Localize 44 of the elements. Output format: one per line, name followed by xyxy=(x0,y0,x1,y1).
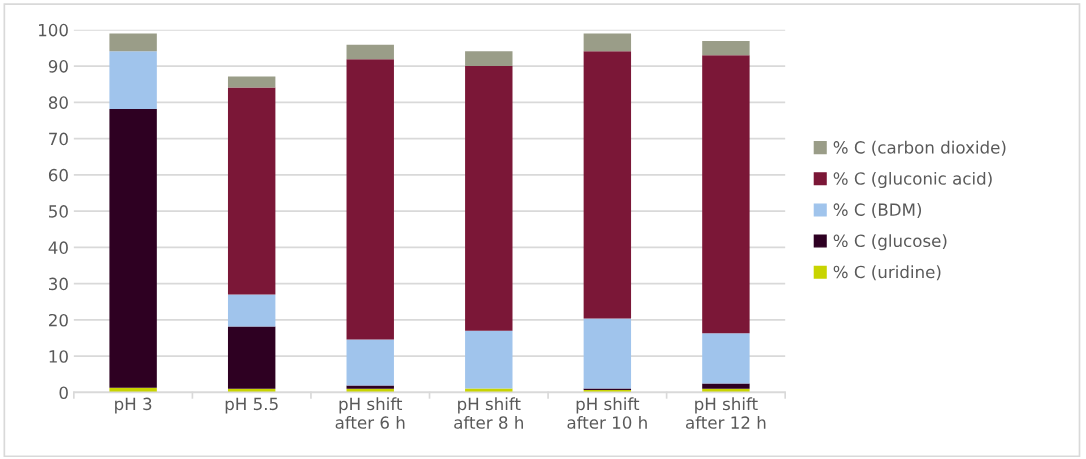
bar xyxy=(702,383,750,389)
bar xyxy=(702,55,750,334)
bar xyxy=(346,44,394,60)
bar xyxy=(109,108,157,388)
bar xyxy=(227,76,276,88)
x-tick-label: pH 5.5 xyxy=(225,397,278,414)
bar xyxy=(465,66,513,331)
x-tick-label: pH shift after 12 h xyxy=(686,397,766,429)
legend-label: % C (glucose) xyxy=(833,234,947,251)
bar xyxy=(109,51,157,109)
bar xyxy=(465,51,513,67)
y-tick-label: 70 xyxy=(49,132,68,146)
y-tick-label: 40 xyxy=(48,241,68,254)
bar xyxy=(227,294,276,327)
y-tick-label: 50 xyxy=(49,205,68,218)
y-tick-label: 10 xyxy=(49,350,68,363)
x-tick-label: pH shift after 8 h xyxy=(454,397,523,429)
bar xyxy=(346,339,394,386)
bar xyxy=(346,59,394,340)
bar xyxy=(583,51,632,319)
bar xyxy=(465,388,513,393)
bar xyxy=(227,87,276,295)
bar xyxy=(346,385,394,389)
y-tick-label: 20 xyxy=(49,313,68,327)
x-tick-label: pH shift after 6 h xyxy=(335,397,405,429)
y-tick-label: 30 xyxy=(49,277,68,291)
bar xyxy=(702,333,750,384)
y-tick-label: 60 xyxy=(48,168,68,182)
bar xyxy=(465,330,513,389)
legend-label: % C (uridine) xyxy=(833,265,941,281)
y-tick-label: 100 xyxy=(39,23,68,37)
bar xyxy=(702,41,750,56)
y-tick-label: 90 xyxy=(48,60,68,73)
legend-label: % C (carbon dioxide) xyxy=(833,140,1006,156)
y-tick-label: 80 xyxy=(48,96,68,109)
bar xyxy=(583,33,632,52)
y-tick-label: 0 xyxy=(59,386,68,400)
x-tick-label: pH 3 xyxy=(115,397,152,414)
bar xyxy=(109,33,157,52)
bar xyxy=(583,318,632,389)
legend-label: % C (gluconic acid) xyxy=(833,171,992,189)
legend-label: % C (BDM) xyxy=(833,203,922,218)
bar xyxy=(227,326,276,389)
x-tick-label: pH shift after 10 h xyxy=(567,397,647,429)
